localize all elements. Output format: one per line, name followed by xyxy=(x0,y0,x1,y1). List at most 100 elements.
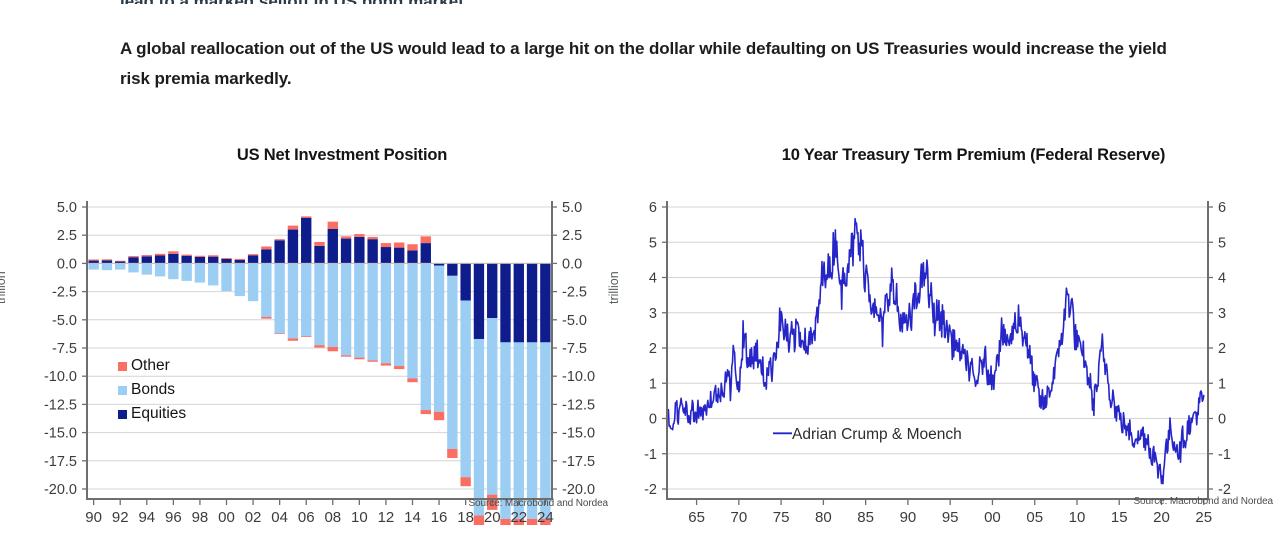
chart-right-plot-area: 6 6 5 5 4 4 3 3 2 2 1 1 0 0 -1 -1 -2 -2 65 70 75 80 85 90 95 00 05… xyxy=(640,165,1287,525)
bar-segment-equities xyxy=(340,238,352,264)
bar-segment-other xyxy=(526,518,538,525)
y-axis-label-left: -17.5 xyxy=(44,454,77,470)
y-axis-label-right: 0 xyxy=(1218,412,1226,428)
bar-segment-other xyxy=(115,260,126,262)
bar-segment-bonds xyxy=(261,263,272,317)
bar-segment-other xyxy=(473,515,485,525)
bar-segment-bonds xyxy=(367,263,378,361)
prose-block: lead to a marked selloff in US bond mark… xyxy=(120,0,1180,94)
y-axis-label-left: 0 xyxy=(649,412,657,428)
chart-left-title: US Net Investment Position xyxy=(236,146,448,164)
y-axis-label-left: -5.0 xyxy=(52,313,77,329)
bar-segment-other xyxy=(314,345,325,348)
chart-left-ylabel-right: trillion xyxy=(607,271,621,304)
bar-segment-other xyxy=(380,363,392,366)
bar-segment-equities xyxy=(487,263,498,319)
series-line-adrian-crump-moench xyxy=(666,217,1205,485)
x-axis-label: 22 xyxy=(510,509,527,525)
bar-group xyxy=(88,216,551,525)
bar-segment-bonds xyxy=(247,263,259,302)
bar-segment-equities xyxy=(526,263,538,343)
bar-segment-other xyxy=(141,255,152,257)
y-axis-label-right: -1 xyxy=(1218,447,1231,463)
y-axis-label-left: 6 xyxy=(649,200,657,216)
y-axis-label-right: 2.5 xyxy=(562,228,582,244)
bar-segment-other xyxy=(261,316,272,319)
x-axis-label: 00 xyxy=(218,509,235,525)
bar-segment-other xyxy=(340,355,352,357)
bar-segment-other xyxy=(261,246,272,250)
x-axis-label: 96 xyxy=(165,509,182,525)
bar-segment-other xyxy=(340,236,352,239)
bar-segment-other xyxy=(287,338,299,341)
bar-segment-bonds xyxy=(128,263,139,273)
x-axis-label: 94 xyxy=(138,509,155,525)
x-axis-label: 90 xyxy=(85,509,102,525)
bar-segment-other xyxy=(88,259,99,261)
legend-label-bonds: Bonds xyxy=(131,381,175,398)
chart-right-svg: 6 65 54 43 32 21 10 0-1 -1-2 -265 70 75 80 85 90 95 00 05… xyxy=(644,200,1231,525)
bar-segment-other xyxy=(354,357,365,360)
bar-segment-bonds xyxy=(540,342,551,519)
y-axis-label-right: 3 xyxy=(1218,306,1226,322)
x-axis-label: 92 xyxy=(112,509,129,525)
bar-segment-other xyxy=(420,236,431,244)
bar-segment-other xyxy=(407,378,418,383)
chart-left-plot-area: 5.0 5.0 2.5 2.5 0.0 0.0 -2.5 -2.5 -5.0 -5.0 -7.5 -7… xyxy=(0,165,624,525)
bar-segment-equities xyxy=(433,263,445,266)
bar-segment-other xyxy=(327,346,338,352)
x-axis-label: 85 xyxy=(857,509,874,525)
bar-segment-equities xyxy=(88,260,99,264)
bar-segment-other xyxy=(394,366,405,370)
bar-segment-bonds xyxy=(447,275,458,449)
y-axis-label-right: -7.5 xyxy=(562,341,587,357)
legend-swatch-equities xyxy=(118,410,127,419)
y-axis-label-right: 5 xyxy=(1218,235,1226,251)
bar-segment-other xyxy=(181,254,192,256)
x-axis-label: 04 xyxy=(271,509,288,525)
bar-segment-bonds xyxy=(433,265,445,412)
bar-segment-bonds xyxy=(340,263,352,356)
bar-segment-bonds xyxy=(287,263,299,339)
chart-treasury-term-premium: 10 Year Treasury Term Premium (Federal R… xyxy=(640,136,1287,533)
y-axis-label-left: -7.5 xyxy=(52,341,77,357)
bar-segment-equities xyxy=(407,250,418,264)
bar-segment-bonds xyxy=(327,263,338,347)
bar-segment-equities xyxy=(420,243,431,264)
x-axis-label: 16 xyxy=(431,509,448,525)
x-axis-label: 20 xyxy=(484,509,501,525)
bar-segment-other xyxy=(221,257,232,259)
y-axis-label-right: -12.5 xyxy=(562,397,595,413)
bar-segment-equities xyxy=(394,247,405,264)
y-axis-label-left: 5 xyxy=(649,235,657,251)
bar-segment-other xyxy=(208,255,219,257)
bar-segment-other xyxy=(234,258,245,261)
x-axis-label: 70 xyxy=(731,509,748,525)
x-axis-label: 08 xyxy=(324,509,341,525)
bar-segment-equities xyxy=(115,261,126,264)
bar-segment-equities xyxy=(380,247,392,264)
y-axis-label-left: 4 xyxy=(649,271,657,287)
y-axis-label-left: 2 xyxy=(649,341,657,357)
bar-segment-bonds xyxy=(500,342,511,519)
clipped-text-line: lead to a marked selloff in US bond mark… xyxy=(120,0,1180,4)
bar-segment-other xyxy=(194,255,206,257)
bar-segment-other xyxy=(274,333,285,335)
bar-segment-equities xyxy=(314,245,325,264)
bar-segment-equities xyxy=(261,249,272,264)
chart-left-ylabel: trillion xyxy=(0,271,8,304)
bar-segment-equities xyxy=(274,240,285,264)
bar-segment-other xyxy=(380,243,392,248)
bar-segment-bonds xyxy=(194,263,206,283)
bar-segment-bonds xyxy=(208,263,219,286)
bar-segment-other xyxy=(513,518,524,525)
y-axis-label-right: 5.0 xyxy=(562,200,582,216)
y-axis-label-left: -12.5 xyxy=(44,397,77,413)
y-axis-label-right: 6 xyxy=(1218,200,1226,216)
bar-segment-other xyxy=(540,518,551,525)
bar-segment-other xyxy=(367,360,378,362)
bar-segment-other xyxy=(101,259,113,261)
chart-right-source: Source: Macrobond and Nordea xyxy=(1133,496,1273,507)
bar-segment-equities xyxy=(327,228,338,264)
bar-segment-bonds xyxy=(526,342,538,519)
